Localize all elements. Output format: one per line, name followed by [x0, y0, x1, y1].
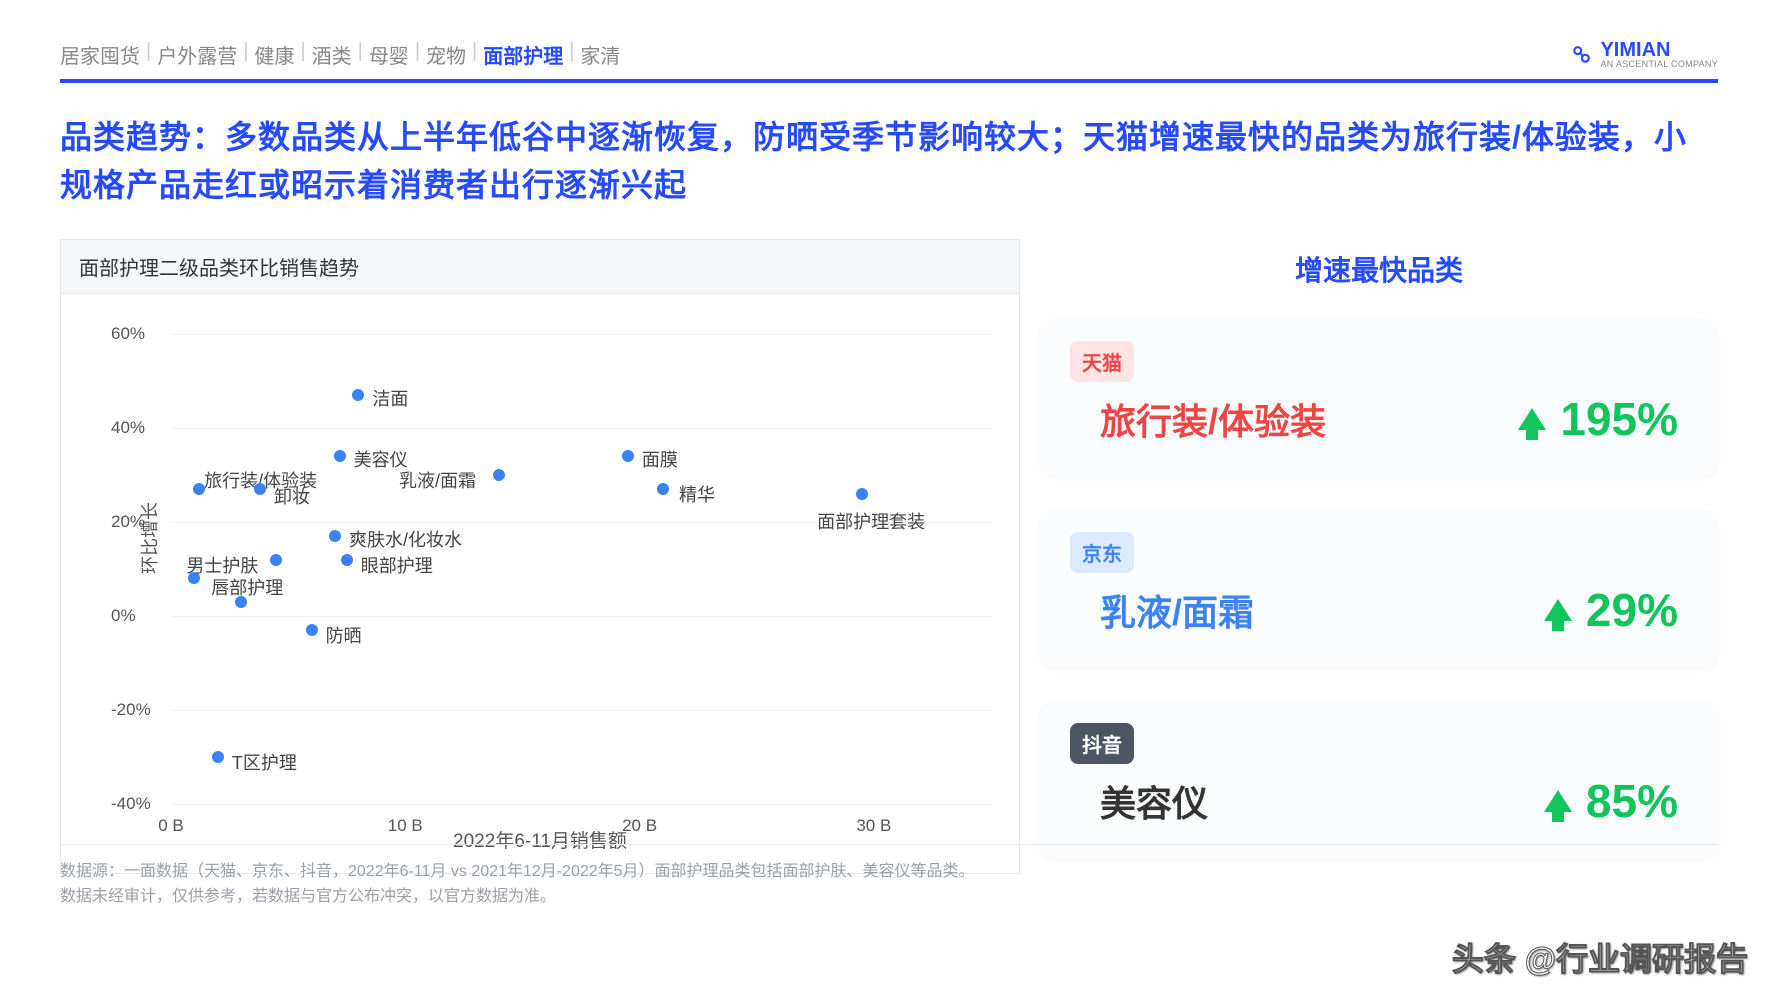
point-label: 卸妆	[274, 483, 310, 509]
point-label: T区护理	[232, 749, 297, 775]
logo-sub: AN ASCENTIAL COMPANY	[1600, 60, 1718, 69]
platform-badge: 京东	[1070, 532, 1134, 573]
scatter-point	[212, 751, 224, 763]
scatter-point	[657, 483, 669, 495]
nav-tab[interactable]: 户外露营	[157, 40, 237, 69]
y-tick: 0%	[111, 606, 136, 626]
point-label: 精华	[679, 481, 715, 507]
nav-tab[interactable]: 酒类	[312, 40, 352, 69]
footnote-line: 数据未经审计，仅供参考，若数据与官方公布冲突，以官方数据为准。	[60, 884, 1718, 910]
scatter-point	[493, 469, 505, 481]
scatter-point	[270, 554, 282, 566]
scatter-point	[334, 450, 346, 462]
scatter-point	[352, 389, 364, 401]
scatter-point	[341, 554, 353, 566]
attribution: 头条 @行业调研报告	[1452, 934, 1748, 980]
arrow-up-icon	[1518, 408, 1546, 430]
right-panel: 增速最快品类 天猫旅行装/体验装 195% 京东乳液/面霜 29% 抖音美容仪 85%	[1040, 239, 1718, 892]
scatter-point	[329, 530, 341, 542]
footnotes: 数据源：一面数据（天猫、京东、抖音，2022年6-11月 vs 2021年12月…	[60, 844, 1718, 910]
y-tick: 20%	[111, 512, 145, 532]
scatter-point	[856, 488, 868, 500]
growth-card: 京东乳液/面霜 29%	[1040, 510, 1718, 667]
point-label: 唇部护理	[211, 574, 283, 600]
nav-tab[interactable]: 母婴	[369, 40, 409, 69]
nav-tab[interactable]: 健康	[254, 40, 294, 69]
logo: YIMIAN AN ASCENTIAL COMPANY	[1568, 40, 1718, 69]
scatter-point	[254, 483, 266, 495]
platform-badge: 抖音	[1070, 723, 1134, 764]
growth-card: 抖音美容仪 85%	[1040, 701, 1718, 858]
top-nav: 居家囤货|户外露营|健康|酒类|母婴|宠物|面部护理|家清 YIMIAN AN …	[60, 40, 1718, 83]
point-label: 爽肤水/化妆水	[349, 526, 462, 552]
chart-box: 环比增长 -40%-20%0%20%40%60%0 B10 B20 B30 B旅…	[60, 294, 1020, 874]
logo-icon	[1568, 42, 1594, 68]
chart-title: 面部护理二级品类环比销售趋势	[60, 239, 1020, 294]
card-category: 乳液/面霜	[1100, 584, 1254, 636]
card-pct: 195%	[1560, 392, 1678, 446]
point-label: 面部护理套装	[817, 508, 925, 534]
y-tick: 60%	[111, 324, 145, 344]
footnote-line: 数据源：一面数据（天猫、京东、抖音，2022年6-11月 vs 2021年12月…	[60, 859, 1718, 885]
chart-panel: 面部护理二级品类环比销售趋势 环比增长 -40%-20%0%20%40%60%0…	[60, 239, 1020, 892]
card-category: 旅行装/体验装	[1100, 393, 1326, 445]
y-tick: -40%	[111, 794, 151, 814]
nav-tab[interactable]: 居家囤货	[60, 40, 140, 69]
nav-tab[interactable]: 面部护理	[483, 40, 563, 69]
scatter-point	[622, 450, 634, 462]
point-label: 眼部护理	[361, 552, 433, 578]
card-pct: 85%	[1586, 774, 1678, 828]
page-title: 品类趋势：多数品类从上半年低谷中逐渐恢复，防晒受季节影响较大；天猫增速最快的品类…	[60, 113, 1718, 209]
y-tick: -20%	[111, 700, 151, 720]
platform-badge: 天猫	[1070, 341, 1134, 382]
y-tick: 40%	[111, 418, 145, 438]
nav-tab[interactable]: 宠物	[426, 40, 466, 69]
point-label: 防晒	[326, 622, 362, 648]
card-category: 美容仪	[1100, 775, 1208, 827]
nav-tabs[interactable]: 居家囤货|户外露营|健康|酒类|母婴|宠物|面部护理|家清	[60, 40, 620, 69]
arrow-up-icon	[1544, 599, 1572, 621]
point-label: 乳液/面霜	[399, 467, 476, 493]
point-label: 面膜	[642, 446, 678, 472]
point-label: 洁面	[372, 385, 408, 411]
scatter-point	[306, 624, 318, 636]
right-title: 增速最快品类	[1040, 249, 1718, 289]
logo-main: YIMIAN	[1600, 40, 1718, 60]
nav-tab[interactable]: 家清	[580, 40, 620, 69]
card-pct: 29%	[1586, 583, 1678, 637]
arrow-up-icon	[1544, 790, 1572, 812]
growth-card: 天猫旅行装/体验装 195%	[1040, 319, 1718, 476]
